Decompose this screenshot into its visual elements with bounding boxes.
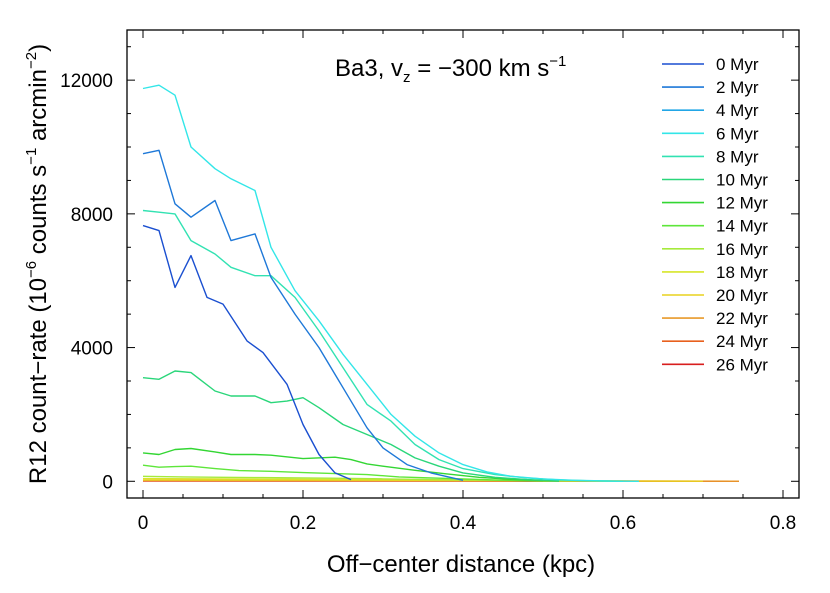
legend-label: 12 Myr (716, 194, 768, 213)
series-lines (142, 84, 740, 482)
legend-label: 20 Myr (716, 286, 768, 305)
series-line (142, 447, 544, 482)
x-tick-label: 0 (138, 513, 149, 534)
legend-label: 24 Myr (716, 332, 768, 351)
series-line (142, 84, 640, 482)
legend-label: 16 Myr (716, 240, 768, 259)
legend-label: 22 Myr (716, 309, 768, 328)
series-line (142, 464, 560, 482)
tick-labels: 0 0.2 0.4 0.6 0.8 0 4000 8000 12000 (60, 71, 796, 534)
legend-label: 2 Myr (716, 78, 759, 97)
legend-label: 10 Myr (716, 171, 768, 190)
legend-label: 18 Myr (716, 263, 768, 282)
y-axis-title: R12 count−rate (10−6 counts s−1 arcmin−2… (23, 44, 52, 484)
series-line (142, 370, 560, 482)
x-tick-label: 0.6 (610, 513, 636, 534)
legend-label: 14 Myr (716, 217, 768, 236)
x-tick-label: 0.4 (450, 513, 477, 534)
x-axis-title: Off−center distance (kpc) (327, 551, 595, 578)
y-tick-label: 12000 (60, 71, 113, 92)
legend-label: 6 Myr (716, 124, 759, 143)
legend: 0 Myr 2 Myr 4 Myr 6 Myr 8 Myr 10 Myr 12 Myr 14 … (662, 55, 768, 374)
series-line (142, 224, 352, 481)
x-tick-label: 0.2 (290, 513, 316, 534)
legend-label: 4 Myr (716, 101, 759, 120)
legend-label: 26 Myr (716, 355, 768, 374)
chart-annotation: Ba3, vz = −300 km s−1 (335, 53, 566, 86)
series-line (142, 149, 464, 481)
y-tick-label: 4000 (71, 339, 113, 360)
legend-label: 0 Myr (716, 55, 759, 74)
y-tick-label: 0 (102, 472, 113, 493)
legend-label: 8 Myr (716, 147, 759, 166)
axis-ticks (127, 30, 799, 498)
y-tick-label: 8000 (71, 205, 113, 226)
x-tick-label: 0.8 (770, 513, 796, 534)
